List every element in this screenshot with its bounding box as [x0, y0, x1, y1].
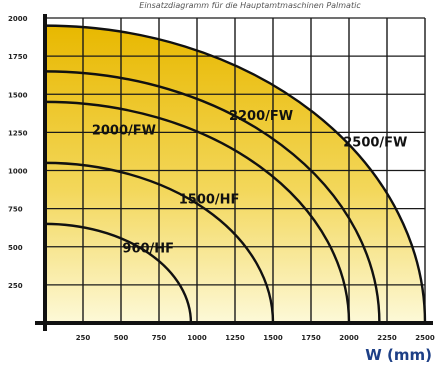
x-tick-label: 1000 [187, 334, 207, 342]
x-tick-label: 2500 [415, 334, 435, 342]
x-tick-label: 1500 [263, 334, 283, 342]
curve-2500-fw [44, 24, 427, 324]
x-tick-label: 500 [114, 334, 129, 342]
x-tick-label: 1750 [301, 334, 321, 342]
curve-label: 960/HF [122, 242, 174, 257]
x-ticks: 250 500 750 1000 1250 1500 1750 2000 2250 2500 [76, 334, 435, 342]
curve-1500-hf [44, 161, 275, 324]
curve-2000-fw [44, 100, 351, 324]
x-tick-label: 750 [152, 334, 167, 342]
chart-subtitle: Einsatzdiagramm für die Hauptamtmaschine… [139, 1, 361, 10]
x-tick-label: 2250 [377, 334, 397, 342]
curve-label: 2200/FW [229, 109, 293, 124]
curve-960-hf [44, 222, 193, 324]
curve-label: 1500/HF [179, 192, 240, 207]
x-axis-label: W (mm) [365, 346, 432, 364]
curves [44, 24, 427, 324]
y-ticks: 250 500 750 1000 1250 1500 1750 2000 [8, 15, 28, 290]
x-tick-label: 1250 [225, 334, 245, 342]
curve-labels: 2500/FW 2200/FW 2000/FW 1500/HF 960/HF [92, 109, 408, 257]
y-tick-label: 500 [8, 244, 23, 252]
y-tick-label: 1000 [8, 168, 28, 176]
y-tick-label: 1500 [8, 91, 28, 99]
curve-label: 2000/FW [92, 124, 156, 139]
curve-label: 2500/FW [343, 136, 407, 151]
grid [45, 17, 426, 323]
y-tick-label: 1250 [8, 129, 28, 137]
axes [35, 14, 433, 331]
y-tick-label: 2000 [8, 15, 28, 23]
y-tick-label: 250 [8, 282, 23, 290]
y-tick-label: 1750 [8, 53, 28, 61]
y-tick-label: 750 [8, 206, 23, 214]
x-tick-label: 2000 [339, 334, 359, 342]
curve-2200-fw [44, 70, 381, 324]
x-tick-label: 250 [76, 334, 91, 342]
